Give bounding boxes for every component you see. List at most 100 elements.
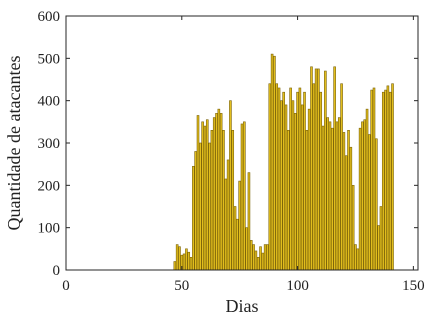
bar-day-134 <box>375 138 378 271</box>
y-tick-label: 500 <box>38 51 61 67</box>
y-tick-label: 0 <box>53 263 61 279</box>
bar-day-113 <box>326 117 329 271</box>
x-tick-label: 0 <box>62 278 70 294</box>
bar-day-105 <box>307 108 311 271</box>
bar-day-111 <box>321 125 325 271</box>
bar-day-120 <box>342 132 346 271</box>
bar-day-58 <box>199 142 202 271</box>
bar-day-110 <box>319 91 323 271</box>
bar-day-57 <box>196 115 200 271</box>
bar-day-68 <box>222 130 225 271</box>
bar-day-88 <box>268 83 272 271</box>
bar-day-56 <box>194 151 197 271</box>
bar-day-140 <box>388 91 392 271</box>
bar-day-106 <box>310 66 313 271</box>
bar-day-101 <box>298 87 302 271</box>
bars-group <box>173 53 394 271</box>
bar-day-61 <box>205 119 209 271</box>
bar-day-139 <box>386 85 390 271</box>
bar-day-92 <box>277 87 281 271</box>
bar-day-55 <box>192 165 195 271</box>
y-tick-label: 400 <box>38 94 61 110</box>
bar-day-122 <box>347 130 350 271</box>
bar-day-112 <box>324 70 327 271</box>
bar-day-83 <box>256 256 260 271</box>
y-axis-label: Quantidade de atacantes <box>4 56 24 231</box>
bar-day-93 <box>280 100 283 271</box>
x-tick-label: 100 <box>286 278 309 294</box>
bar-day-102 <box>300 104 304 271</box>
bar-day-62 <box>208 142 211 271</box>
bar-day-131 <box>368 134 371 271</box>
bar-day-126 <box>356 248 360 271</box>
bar-day-78 <box>245 227 248 271</box>
bar-day-96 <box>287 130 290 271</box>
bar-day-117 <box>335 121 339 271</box>
bar-day-95 <box>284 104 288 271</box>
bar-day-65 <box>215 113 218 271</box>
bar-day-138 <box>384 89 387 271</box>
bar-day-85 <box>261 252 265 271</box>
bar-day-73 <box>233 206 237 271</box>
bar-day-141 <box>391 83 394 271</box>
bar-day-90 <box>273 55 276 271</box>
bar-day-75 <box>238 180 241 271</box>
bar-day-116 <box>333 66 336 271</box>
bar-day-99 <box>293 113 297 271</box>
bar-day-72 <box>231 130 235 271</box>
bar-day-59 <box>201 121 204 271</box>
bar-day-91 <box>275 83 279 271</box>
bar-day-63 <box>210 130 214 271</box>
bar-day-49 <box>178 246 181 271</box>
bar-day-130 <box>365 108 369 271</box>
bar-day-107 <box>312 83 316 271</box>
bar-day-77 <box>243 121 246 271</box>
bar-day-109 <box>317 68 320 271</box>
bar-day-125 <box>354 244 357 271</box>
bar-day-86 <box>263 244 267 271</box>
bar-day-53 <box>187 251 191 271</box>
bar-day-94 <box>282 91 285 271</box>
axis-ticks: 0 50 100 150 0 100 200 300 400 500 600 <box>38 9 425 294</box>
bar-day-118 <box>337 117 341 271</box>
bar-day-54 <box>189 256 193 271</box>
bar-day-100 <box>296 91 299 271</box>
bar-day-103 <box>303 91 306 271</box>
bar-day-52 <box>185 248 188 271</box>
bar-day-67 <box>219 113 223 271</box>
y-tick-label: 100 <box>38 221 61 237</box>
bar-day-79 <box>247 172 251 271</box>
bar-day-69 <box>224 178 228 271</box>
bar-day-80 <box>249 240 253 271</box>
bar-day-128 <box>361 121 364 271</box>
bar-day-136 <box>379 206 383 271</box>
bar-day-71 <box>229 100 232 271</box>
bar-day-48 <box>175 244 179 271</box>
bar-day-121 <box>344 155 348 271</box>
bar-day-123 <box>349 146 353 271</box>
bar-day-70 <box>226 159 230 271</box>
bar-day-87 <box>266 244 269 271</box>
bar-day-98 <box>291 100 295 271</box>
bar-day-132 <box>370 89 373 271</box>
bar-day-76 <box>240 123 244 271</box>
bar-day-60 <box>203 125 207 271</box>
bar-day-82 <box>254 250 258 271</box>
bar-day-81 <box>252 244 255 271</box>
bar-day-84 <box>259 246 262 271</box>
x-tick-label: 50 <box>174 278 189 294</box>
x-axis-label: Dias <box>226 296 259 316</box>
bar-day-114 <box>328 121 332 271</box>
bar-day-129 <box>363 119 367 271</box>
bar-day-124 <box>351 185 355 271</box>
bar-day-119 <box>340 83 343 271</box>
bar-day-115 <box>331 127 334 271</box>
bar-day-51 <box>182 253 186 271</box>
bar-day-89 <box>270 53 274 271</box>
bar-day-108 <box>314 68 318 271</box>
bar-day-127 <box>358 127 362 271</box>
y-tick-label: 200 <box>38 178 61 194</box>
bar-day-74 <box>236 218 239 271</box>
